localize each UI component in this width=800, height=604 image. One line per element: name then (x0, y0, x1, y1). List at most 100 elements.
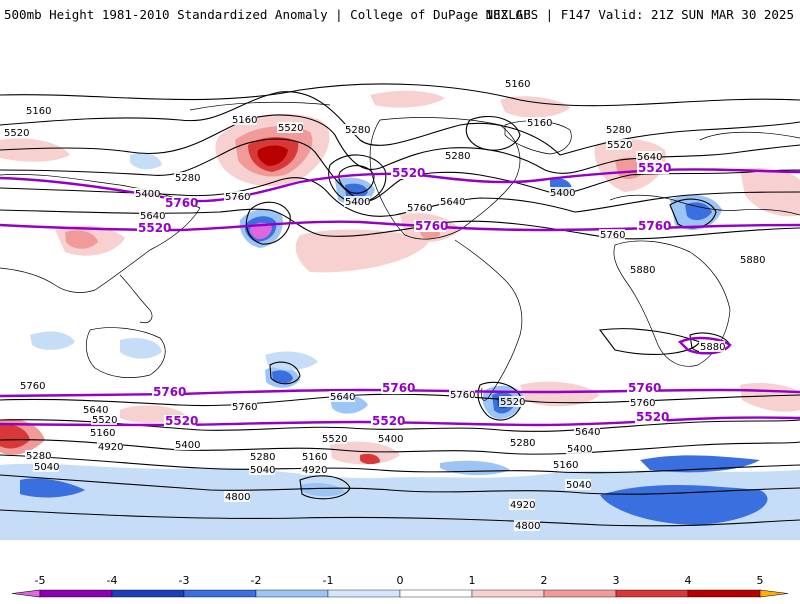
anomaly-colorbar: -5 -4 -3 -2 -1 0 1 2 3 4 5 (0, 560, 800, 600)
contour-label-bg (599, 229, 625, 240)
contour-label: 5400 (345, 197, 370, 208)
reference-contour-label: 5520 (165, 414, 198, 428)
colorbar-segment (543, 589, 617, 598)
contour-label: 5160 (527, 118, 552, 129)
contour-labels: 5160 5520 5400 5640 5280 5160 5520 5280 5400 5760… (3, 80, 765, 532)
contour-label: 5280 (250, 452, 275, 463)
contour-label: 5760 (225, 192, 250, 203)
colorbar-right-arrow (759, 589, 789, 598)
contour-label: 5760 (407, 203, 432, 214)
contour-label-bg (25, 450, 51, 461)
contour-label-bg (699, 341, 725, 352)
contour-label-bg (574, 426, 600, 437)
contour-label-bg (301, 451, 327, 462)
colorbar-segments (11, 589, 789, 598)
contour-label-bg (224, 191, 250, 202)
contour-label: 5160 (232, 115, 257, 126)
contour-label: 5760 (630, 398, 655, 409)
contour-label: 5520 (607, 140, 632, 151)
contour-label: 5880 (740, 255, 765, 266)
colorbar-tick-label: -2 (251, 574, 262, 587)
contour-label-bg (25, 105, 51, 116)
contour-label-bg (739, 254, 765, 265)
colorbar-segment (39, 589, 113, 598)
colorbar-tick-label: 0 (397, 574, 404, 587)
colorbar-segment (471, 589, 545, 598)
contour-label: 4800 (225, 492, 250, 503)
contour-label-bg (174, 439, 200, 450)
model-run-info: 18Z GFS | F147 Valid: 21Z SUN MAR 30 202… (485, 7, 794, 22)
contour-label: 5880 (700, 342, 725, 353)
contour-label: 5400 (175, 440, 200, 451)
reference-contour-label: 5520 (138, 221, 171, 235)
weather-map: 5160 5520 5400 5640 5280 5160 5520 5280 5400 5760… (0, 80, 800, 540)
contour-label: 5640 (140, 211, 165, 222)
contour-label-bg (377, 433, 403, 444)
contour-label: 4920 (302, 465, 327, 476)
contour-label-bg (552, 459, 578, 470)
contour-label-bg (549, 187, 575, 198)
colorbar-tick-label: 4 (685, 574, 692, 587)
colorbar-segment (615, 589, 689, 598)
contour-label: 5760 (232, 402, 257, 413)
contour-label-bg (499, 396, 525, 407)
reference-label-bg (152, 386, 184, 398)
colorbar-left-arrow (11, 589, 41, 598)
reference-label-bg (635, 411, 667, 423)
colorbar-segment (255, 589, 329, 598)
contour-label-bg (344, 124, 370, 135)
contour-label-bg (277, 122, 303, 133)
contour-label: 5760 (20, 381, 45, 392)
contour-label-bg (301, 464, 327, 475)
contour-label: 5880 (630, 265, 655, 276)
reference-label-bg (637, 220, 669, 232)
reference-contour-label: 5760 (165, 196, 198, 210)
colorbar-segment (111, 589, 185, 598)
contour-label: 5520 (92, 415, 117, 426)
contour-label-bg (504, 80, 530, 89)
reference-label-bg (137, 222, 169, 234)
reference-contour-label: 5520 (392, 166, 425, 180)
contour-label-bg (406, 202, 432, 213)
contour-label-bg (97, 441, 123, 452)
reference-contour-label: 5760 (628, 381, 661, 395)
contour-label-bg (636, 151, 662, 162)
reference-label-bg (391, 167, 423, 179)
contour-label: 5280 (445, 151, 470, 162)
contour-label-bg (629, 397, 655, 408)
contour-label-bg (249, 464, 275, 475)
contour-label-bg (82, 404, 108, 415)
contour-label: 4920 (510, 500, 535, 511)
colorbar-tick-label: 2 (541, 574, 548, 587)
contour-label: 5760 (600, 230, 625, 241)
contour-label-bg (439, 196, 465, 207)
contour-label-bg (134, 188, 160, 199)
contour-label: 5760 (450, 390, 475, 401)
reference-label-bg (381, 382, 413, 394)
contour-label-bg (606, 139, 632, 150)
contour-label: 5640 (83, 405, 108, 416)
contour-label: 5280 (345, 125, 370, 136)
contour-label: 5280 (175, 173, 200, 184)
reference-label-bg (627, 382, 659, 394)
contour-label-bg (249, 451, 275, 462)
contour-label: 5520 (4, 128, 29, 139)
contour-label-bg (629, 264, 655, 275)
reference-label-bg (164, 197, 196, 209)
contour-label: 5520 (500, 397, 525, 408)
contour-label-bg (526, 117, 552, 128)
contour-label-bg (231, 401, 257, 412)
contour-label-bg (33, 461, 59, 472)
reference-contour-label: 5760 (415, 219, 448, 233)
colorbar-tick-labels: -5 -4 -3 -2 -1 0 1 2 3 4 5 (35, 574, 764, 587)
reference-contour-label: 5760 (382, 381, 415, 395)
contour-label-bg (509, 499, 535, 510)
contour-label-bg (514, 520, 540, 531)
reference-contour-label: 5760 (153, 385, 186, 399)
contour-label: 4920 (98, 442, 123, 453)
contour-label: 5520 (278, 123, 303, 134)
reference-contour-label: 5520 (636, 410, 669, 424)
reference-label-bg (637, 162, 669, 174)
contour-label: 5640 (637, 152, 662, 163)
